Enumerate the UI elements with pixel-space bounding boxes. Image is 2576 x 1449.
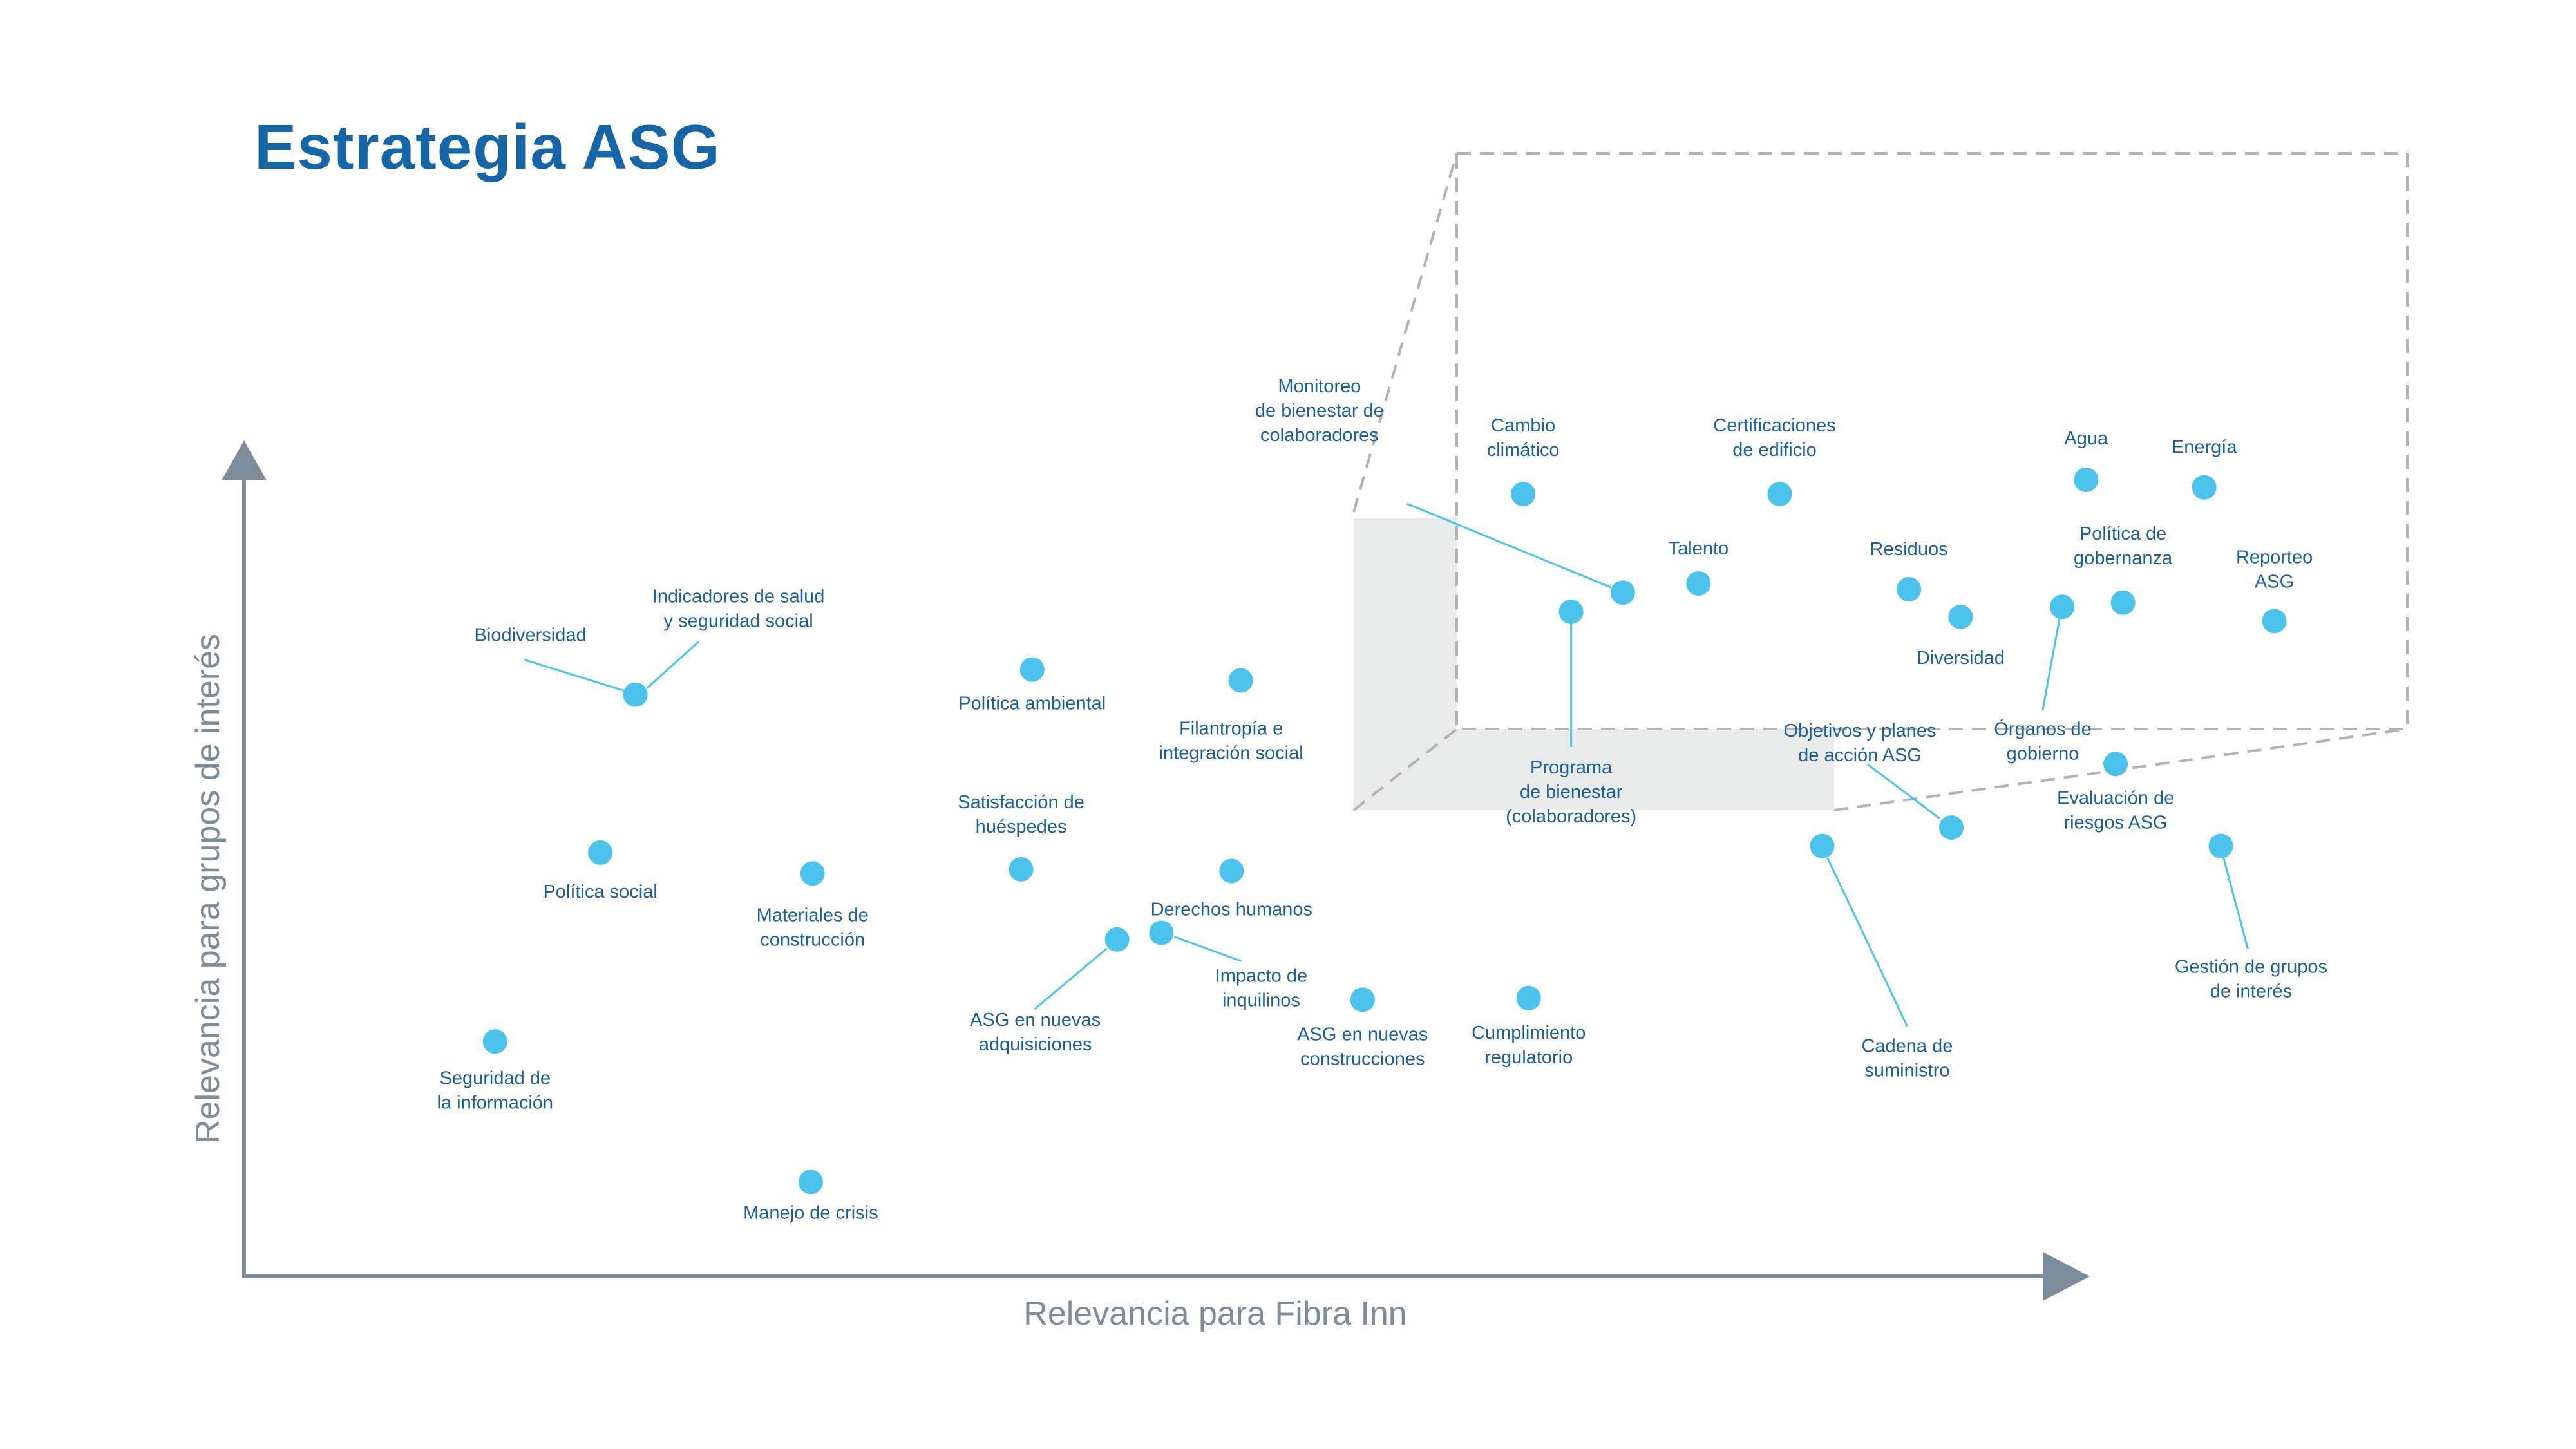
x-axis-arrow xyxy=(2043,1252,2090,1301)
page-title: Estrategia ASG xyxy=(254,111,721,182)
data-point xyxy=(1810,833,1835,858)
point-label: Energía xyxy=(2172,437,2237,458)
point-label: Cadena de suministro xyxy=(1861,1036,1953,1081)
point-label: Certificaciones de edificio xyxy=(1713,415,1835,460)
point-label: Cumplimiento regulatorio xyxy=(1472,1023,1586,1068)
axes xyxy=(222,440,2090,1301)
point-labels: Biodiversidad Indicadores de salud y segur… xyxy=(437,376,2327,1223)
data-point xyxy=(798,1170,823,1195)
point-label: ASG en nuevas adquisiciones xyxy=(970,1010,1101,1055)
data-point xyxy=(1219,858,1244,884)
zoom-box-bottom-shade xyxy=(1354,729,1834,810)
y-axis-label: Relevancia para grupos de interés xyxy=(189,634,227,1144)
x-axis-label: Relevancia para Fibra Inn xyxy=(1023,1295,1406,1332)
leader-line xyxy=(1406,502,1612,589)
point-label: Talento xyxy=(1669,538,1729,559)
leader-line xyxy=(1034,947,1108,1010)
leader-line xyxy=(524,659,627,693)
leader-line xyxy=(1867,763,1940,820)
point-label: Cambio climático xyxy=(1487,415,1560,460)
point-label: Impacto de inquilinos xyxy=(1215,966,1307,1011)
point-label: Manejo de crisis xyxy=(743,1202,878,1223)
data-point xyxy=(1149,920,1174,945)
point-label: Seguridad de la información xyxy=(437,1068,554,1113)
point-label: Evaluación de riesgos ASG xyxy=(2057,788,2174,833)
data-points xyxy=(482,468,2287,1195)
data-point xyxy=(1939,815,1964,840)
leader-line xyxy=(2041,618,2061,710)
data-point xyxy=(1610,580,1635,605)
data-point xyxy=(1511,482,1536,507)
data-point xyxy=(482,1029,507,1054)
data-point xyxy=(2262,609,2287,634)
data-point xyxy=(1767,482,1792,507)
point-label: Objetivos y planes de acción ASG xyxy=(1784,721,1937,766)
point-label: Gestión de grupos de interés xyxy=(2175,957,2327,1002)
point-label: Órganos de gobierno xyxy=(1994,718,2092,764)
data-point xyxy=(1104,927,1130,952)
data-point xyxy=(2103,752,2128,777)
data-point xyxy=(800,861,825,886)
data-point xyxy=(1228,668,1253,693)
point-label: Filantropía e integración social xyxy=(1159,719,1303,764)
data-point xyxy=(1558,600,1584,625)
leader-line xyxy=(646,641,699,689)
point-label: Residuos xyxy=(1870,539,1948,560)
leader-line xyxy=(1173,936,1242,962)
point-label: Diversidad xyxy=(1917,648,2005,668)
zoom-box-frame xyxy=(1455,152,2409,730)
leader-line xyxy=(2222,857,2249,949)
data-point xyxy=(1897,577,1922,602)
point-label: Política de gobernanza xyxy=(2074,524,2173,569)
data-point xyxy=(588,840,613,865)
data-point xyxy=(1019,657,1045,682)
data-point xyxy=(2192,475,2217,500)
point-label: Reporteo ASG xyxy=(2236,547,2313,592)
point-label: Satisfacción de huéspedes xyxy=(958,792,1084,837)
leader-lines xyxy=(524,502,2249,1027)
data-point xyxy=(2074,468,2099,493)
zoom-box-side-shade xyxy=(1354,518,1457,810)
point-label: Materiales de construcción xyxy=(757,905,869,950)
point-label: Programa de bienestar (colaboradores) xyxy=(1506,757,1636,827)
point-label: Agua xyxy=(2064,428,2108,449)
point-label: Derechos humanos xyxy=(1151,899,1312,920)
data-point xyxy=(623,682,648,707)
data-point xyxy=(2208,833,2233,858)
data-point xyxy=(1009,857,1034,882)
leader-line xyxy=(1826,857,1908,1027)
point-label: Biodiversidad xyxy=(475,625,587,646)
data-point xyxy=(2110,590,2136,615)
point-label: Política ambiental xyxy=(958,694,1106,714)
zoom-box-connector-top xyxy=(1352,153,1458,513)
data-point xyxy=(1516,985,1541,1010)
point-label: Indicadores de salud y seguridad social xyxy=(652,587,825,632)
data-point xyxy=(2050,594,2075,620)
y-axis-arrow xyxy=(222,440,267,480)
point-label: Monitoreo de bienestar de colaboradores xyxy=(1255,376,1384,446)
point-label: Política social xyxy=(543,882,657,902)
point-label: ASG en nuevas construcciones xyxy=(1297,1024,1428,1069)
data-point xyxy=(1686,571,1711,596)
data-point xyxy=(1350,987,1375,1012)
zoom-box-decoration xyxy=(1352,152,2409,811)
data-point xyxy=(1948,604,1973,629)
